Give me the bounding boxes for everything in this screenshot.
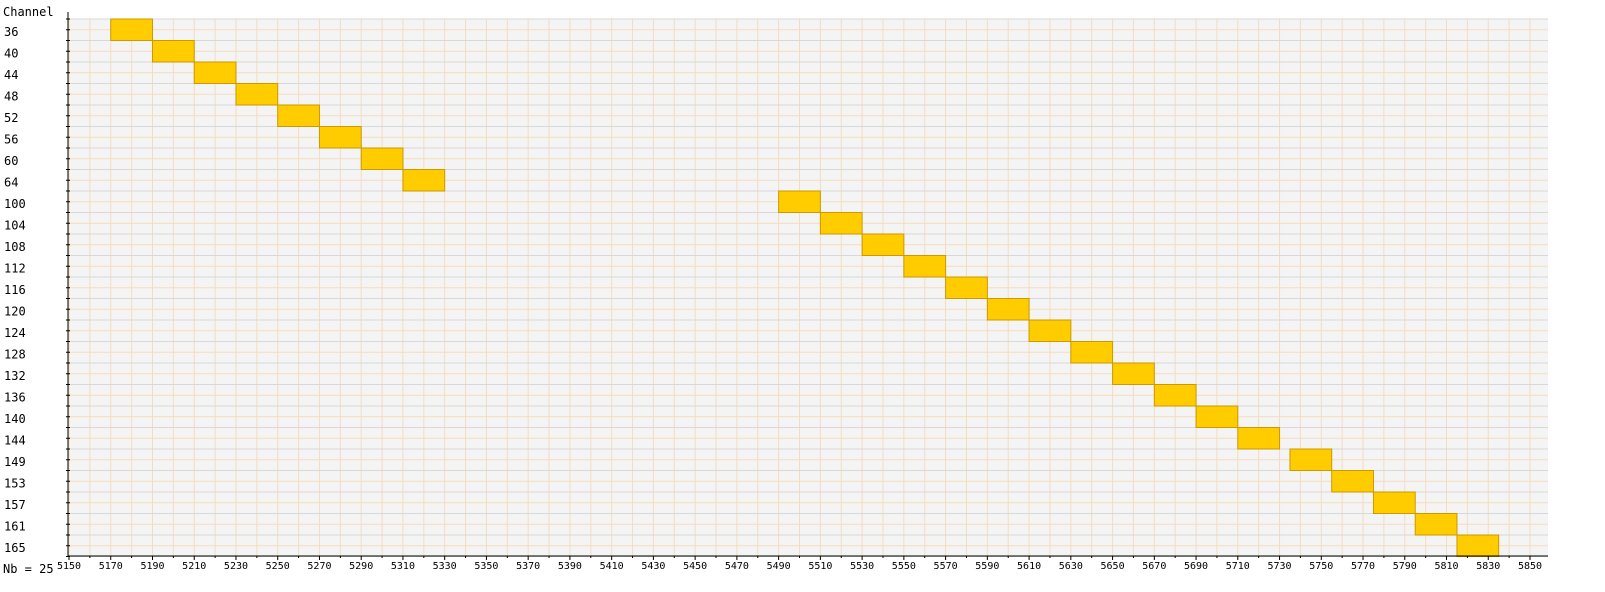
y-tick-label-144: 144 <box>4 434 26 448</box>
y-tick-label-124: 124 <box>4 326 26 340</box>
x-tick-label-5530: 5530 <box>850 561 874 572</box>
y-tick-label-153: 153 <box>4 477 26 491</box>
y-tick-label-64: 64 <box>4 176 18 190</box>
y-tick-labels: 36 40 44 48 52 56 60 64 100 104 108 112 116 120 124 128… <box>4 25 26 555</box>
x-tick-label-5330: 5330 <box>433 561 457 572</box>
x-tick-label-5410: 5410 <box>600 561 624 572</box>
channel-bar-157 <box>1372 491 1416 514</box>
channel-bar-161 <box>1414 513 1458 536</box>
channel-bar-136 <box>1153 384 1197 407</box>
x-tick-label-5690: 5690 <box>1184 561 1208 572</box>
x-tick-label-5210: 5210 <box>182 561 206 572</box>
x-tick-label-5730: 5730 <box>1267 561 1291 572</box>
x-tick-label-5670: 5670 <box>1142 561 1166 572</box>
x-tick-label-5370: 5370 <box>516 561 540 572</box>
channel-bar-56 <box>318 126 362 149</box>
y-tick-label-44: 44 <box>4 68 18 82</box>
channel-bars <box>110 18 1500 557</box>
x-tick-label-5770: 5770 <box>1351 561 1375 572</box>
x-tick-label-5490: 5490 <box>767 561 791 572</box>
y-tick-label-128: 128 <box>4 348 26 362</box>
channel-bar-100 <box>778 190 821 213</box>
y-tick-label-116: 116 <box>4 283 26 297</box>
x-tick-label-5610: 5610 <box>1017 561 1041 572</box>
y-tick-label-140: 140 <box>4 412 26 426</box>
y-tick-label-56: 56 <box>4 133 18 147</box>
x-tick-label-5750: 5750 <box>1309 561 1333 572</box>
y-tick-label-165: 165 <box>4 541 26 555</box>
x-tick-label-5150: 5150 <box>57 561 81 572</box>
x-tick-label-5710: 5710 <box>1226 561 1250 572</box>
y-tick-label-108: 108 <box>4 240 26 254</box>
y-tick-label-52: 52 <box>4 111 18 125</box>
x-tick-label-5570: 5570 <box>934 561 958 572</box>
channel-bar-104 <box>819 212 863 235</box>
channel-bar-48 <box>235 83 279 106</box>
axes <box>66 12 1548 560</box>
y-tick-label-157: 157 <box>4 498 26 512</box>
channel-bar-60 <box>360 147 404 170</box>
x-tick-label-5850: 5850 <box>1518 561 1542 572</box>
channel-bar-108 <box>861 233 905 256</box>
y-tick-label-40: 40 <box>4 47 18 61</box>
x-tick-label-5790: 5790 <box>1393 561 1417 572</box>
channel-bar-128 <box>1070 341 1114 364</box>
x-tick-label-5190: 5190 <box>140 561 164 572</box>
y-tick-label-132: 132 <box>4 369 26 383</box>
x-tick-label-5630: 5630 <box>1059 561 1083 572</box>
channel-bar-165 <box>1456 534 1500 557</box>
x-tick-label-5310: 5310 <box>391 561 415 572</box>
y-tick-label-112: 112 <box>4 262 26 276</box>
channel-bar-120 <box>986 298 1030 321</box>
x-tick-label-5290: 5290 <box>349 561 373 572</box>
y-tick-label-104: 104 <box>4 219 26 233</box>
count-footer: Nb = 25 <box>3 562 54 576</box>
y-tick-label-120: 120 <box>4 305 26 319</box>
y-tick-label-60: 60 <box>4 154 18 168</box>
x-tick-label-5810: 5810 <box>1434 561 1458 572</box>
x-tick-label-5430: 5430 <box>641 561 665 572</box>
x-tick-labels: 5150 5170 5190 5210 5230 5250 5270 5290 5310 5330… <box>57 561 1542 572</box>
y-tick-label-136: 136 <box>4 391 26 405</box>
x-tick-label-5830: 5830 <box>1476 561 1500 572</box>
x-tick-label-5390: 5390 <box>558 561 582 572</box>
x-tick-label-5230: 5230 <box>224 561 248 572</box>
x-tick-label-5590: 5590 <box>975 561 999 572</box>
channel-bar-40 <box>151 40 195 63</box>
channel-bar-144 <box>1237 427 1281 450</box>
y-tick-label-161: 161 <box>4 520 26 534</box>
y-tick-label-48: 48 <box>4 90 18 104</box>
x-tick-label-5470: 5470 <box>725 561 749 572</box>
x-tick-label-5250: 5250 <box>266 561 290 572</box>
y-tick-label-149: 149 <box>4 455 26 469</box>
channel-bar-64 <box>402 169 446 192</box>
x-tick-label-5270: 5270 <box>307 561 331 572</box>
channel-bar-124 <box>1028 319 1072 342</box>
x-tick-label-5450: 5450 <box>683 561 707 572</box>
x-tick-label-5350: 5350 <box>474 561 498 572</box>
channel-bar-112 <box>903 255 947 278</box>
y-tick-label-36: 36 <box>4 25 18 39</box>
channel-bar-153 <box>1331 470 1374 493</box>
channel-bar-44 <box>193 61 237 84</box>
x-tick-label-5170: 5170 <box>99 561 123 572</box>
channel-bar-132 <box>1112 362 1155 385</box>
y-tick-label-100: 100 <box>4 197 26 211</box>
y-axis-title: Channel <box>3 5 54 19</box>
channel-bar-149 <box>1289 448 1333 471</box>
channel-bar-140 <box>1195 405 1239 428</box>
channel-bar-36 <box>110 18 153 41</box>
channel-bar-116 <box>945 276 988 299</box>
x-tick-label-5510: 5510 <box>808 561 832 572</box>
channel-bar-52 <box>277 104 320 127</box>
x-tick-label-5550: 5550 <box>892 561 916 572</box>
x-tick-label-5650: 5650 <box>1101 561 1125 572</box>
